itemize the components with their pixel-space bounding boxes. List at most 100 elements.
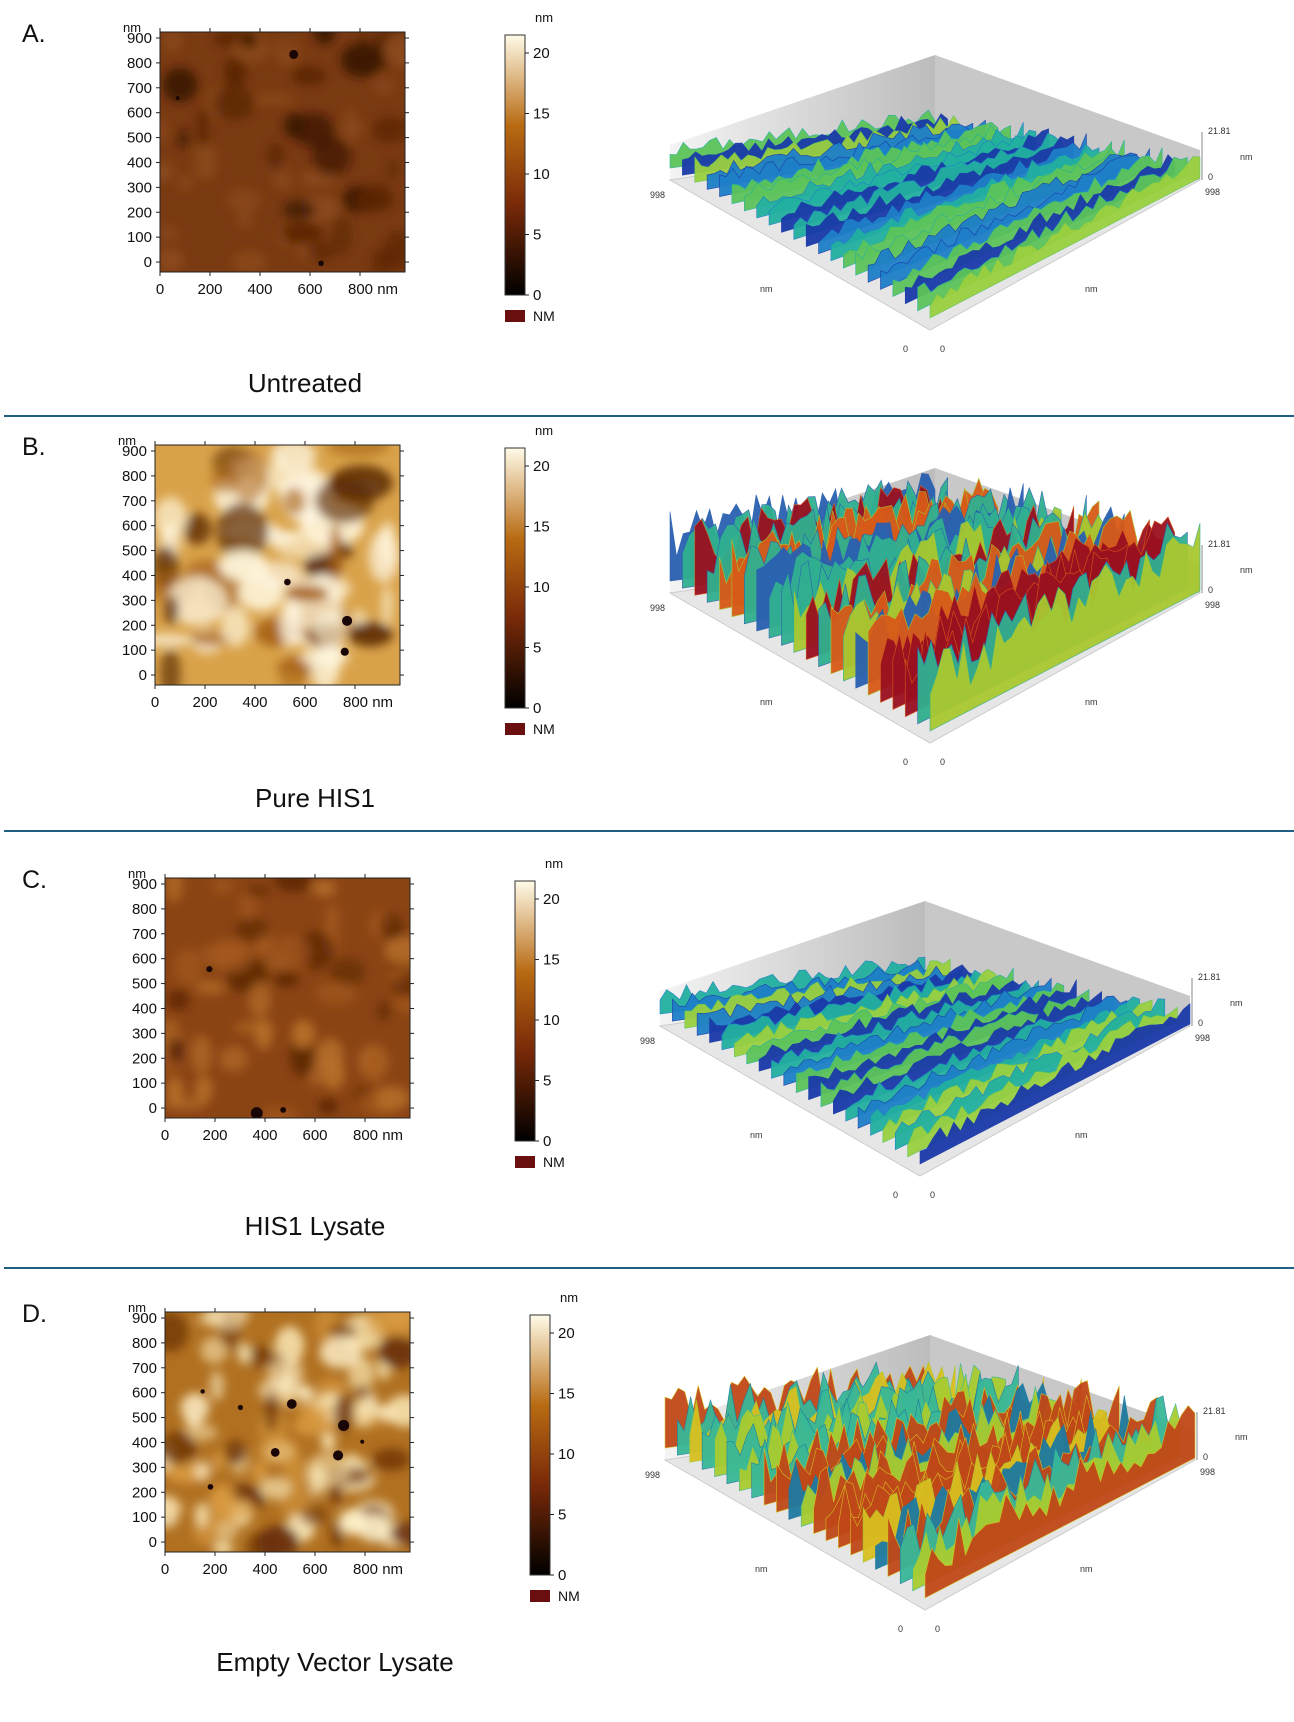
pit-spot: [200, 1389, 205, 1394]
origin-right-label: 0: [930, 1190, 935, 1200]
left-corner-label: 998: [650, 603, 665, 613]
y-tick-label: 0: [139, 667, 147, 684]
y-tick-label: 700: [127, 80, 152, 97]
y-tick-label: 500: [132, 1410, 157, 1427]
y-tick-label: 900: [132, 876, 157, 893]
z-min-label: 0: [1208, 585, 1213, 595]
y-tick-label: 500: [122, 543, 147, 560]
legend-label: NM: [543, 1154, 565, 1170]
legend-swatch: [530, 1590, 550, 1602]
y-tick-label: 700: [122, 493, 147, 510]
z-unit-label: nm: [1235, 1432, 1248, 1442]
x-tick-label: 800 nm: [353, 1127, 403, 1144]
pit-spot: [342, 615, 353, 626]
pit-spot: [237, 1404, 244, 1411]
axis-right-label: nm: [1085, 284, 1098, 294]
colorbar-tick-label: 15: [533, 106, 550, 123]
colorbar-unit: nm: [545, 856, 563, 871]
y-tick-label: 400: [127, 154, 152, 171]
map-frame: [164, 877, 411, 1119]
height-map-image: [165, 1312, 410, 1552]
y-tick-label: 600: [122, 518, 147, 535]
pit-spot: [360, 1439, 365, 1444]
map-frame: [164, 1311, 411, 1553]
afm-panel: D. nm 900 800 700 600 500 400 300 200 100 0 0 200 4…: [0, 1290, 1294, 1700]
pit-spot: [340, 647, 349, 656]
pit-spot: [338, 1419, 350, 1432]
z-max-label: 21.81: [1208, 539, 1231, 549]
y-tick-label: 400: [132, 1000, 157, 1017]
colorbar-unit: nm: [535, 10, 553, 25]
x-tick-label: 600: [297, 281, 322, 298]
colorbar-gradient: [529, 1314, 551, 1576]
x-tick-label: 800 nm: [348, 281, 398, 298]
axis-left-label: nm: [750, 1130, 763, 1140]
origin-left-label: 0: [903, 757, 908, 767]
axis-left-label: nm: [755, 1564, 768, 1574]
y-tick-label: 0: [149, 1100, 157, 1117]
z-max-label: 21.81: [1203, 1406, 1226, 1416]
axis-left-label: nm: [760, 284, 773, 294]
x-tick-label: 600: [292, 694, 317, 711]
y-tick-label: 900: [132, 1310, 157, 1327]
origin-left-label: 0: [903, 344, 908, 354]
panel-caption: Untreated: [247, 368, 363, 398]
colorbar-tick-label: 10: [533, 166, 550, 183]
x-tick-label: 0: [161, 1561, 169, 1578]
height-colorbar: nm 20 15 10 5 0 NM: [514, 856, 565, 1170]
y-tick-label: 600: [127, 105, 152, 122]
y-tick-label: 700: [132, 1360, 157, 1377]
panel-caption: HIS1 Lysate: [244, 1211, 386, 1241]
z-max-label: 21.81: [1208, 126, 1231, 136]
y-tick-label: 300: [132, 1459, 157, 1476]
z-unit-label: nm: [1240, 565, 1253, 575]
afm-panel: B. nm 900 800 700 600 500 400 300 200 100 0 0 200 4…: [0, 423, 1294, 833]
z-min-label: 0: [1203, 1452, 1208, 1462]
z-min-label: 0: [1198, 1018, 1203, 1028]
colorbar-tick-label: 5: [533, 227, 541, 244]
x-tick-label: 800 nm: [343, 694, 393, 711]
y-tick-label: 0: [144, 254, 152, 271]
colorbar-tick-label: 20: [543, 891, 560, 908]
panel-caption: Empty Vector Lysate: [216, 1647, 454, 1677]
afm-2d-height-map: nm 900 800 700 600 500 400 300 200 100 0 0 200 400 6…: [118, 433, 404, 711]
z-unit-label: nm: [1240, 152, 1253, 162]
y-tick-label: 400: [132, 1434, 157, 1451]
x-tick-label: 600: [302, 1561, 327, 1578]
left-corner-label: 998: [650, 190, 665, 200]
z-min-label: 0: [1208, 172, 1213, 182]
panel-caption: Pure HIS1: [255, 783, 375, 813]
y-tick-label: 100: [132, 1509, 157, 1526]
y-tick-label: 800: [132, 901, 157, 918]
map-frame: [159, 31, 406, 273]
y-tick-label: 200: [127, 204, 152, 221]
pit-spot: [280, 1106, 287, 1113]
afm-2d-height-map: nm 900 800 700 600 500 400 300 200 100 0 0 200 400 6…: [128, 1300, 414, 1578]
x-tick-label: 200: [197, 281, 222, 298]
separator: [4, 830, 1294, 832]
afm-panel: A. nm 900 800 700 600 500 400 300 200 100 0 0 200 4…: [0, 10, 1294, 420]
left-corner-label: 998: [640, 1036, 655, 1046]
y-tick-label: 500: [132, 976, 157, 993]
y-tick-label: 300: [132, 1025, 157, 1042]
topography-surface: [659, 956, 1191, 1165]
colorbar-tick-label: 0: [543, 1133, 551, 1150]
afm-2d-height-map: nm 900 800 700 600 500 400 300 200 100 0 0 200 400 6…: [128, 866, 414, 1144]
y-tick-label: 300: [122, 592, 147, 609]
y-tick-label: 300: [127, 179, 152, 196]
colorbar-tick-label: 0: [558, 1567, 566, 1584]
separator: [4, 1267, 1294, 1269]
origin-right-label: 0: [940, 757, 945, 767]
colorbar-tick-label: 0: [533, 287, 541, 304]
y-tick-label: 200: [132, 1484, 157, 1501]
axis-right-label: nm: [1085, 697, 1098, 707]
colorbar-tick-label: 20: [558, 1325, 575, 1342]
colorbar-tick-label: 15: [558, 1386, 575, 1403]
pit-spot: [318, 260, 324, 267]
axis-right-label: nm: [1075, 1130, 1088, 1140]
right-corner-label: 998: [1205, 600, 1220, 610]
height-colorbar: nm 20 15 10 5 0 NM: [504, 10, 555, 324]
legend-label: NM: [533, 308, 555, 324]
panel-letter: A.: [22, 20, 46, 48]
map-frame: [154, 444, 401, 686]
